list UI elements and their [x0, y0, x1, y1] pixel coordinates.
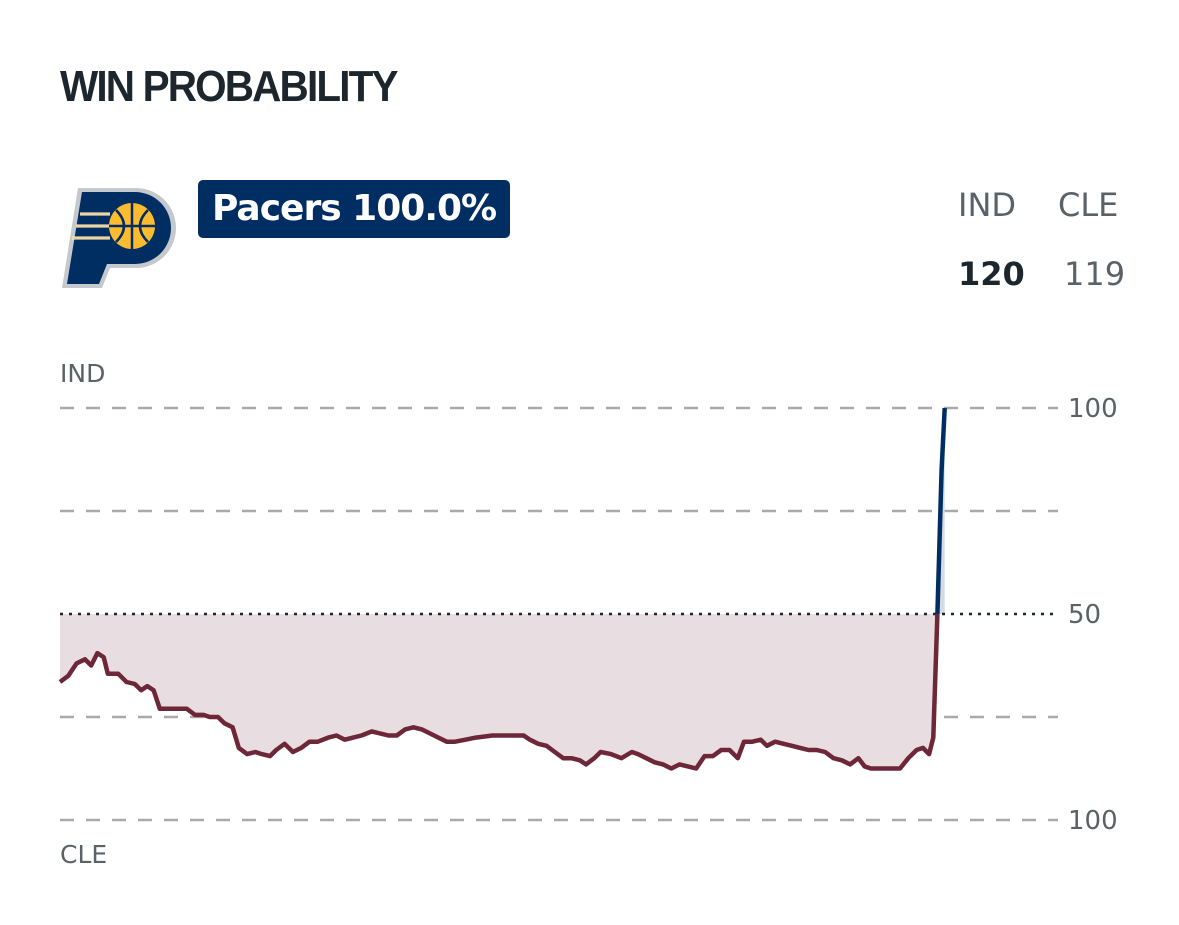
win-probability-badge: Pacers 100.0%: [198, 180, 511, 238]
away-team-abbr: CLE: [1058, 186, 1119, 224]
pacers-logo-icon: [62, 188, 176, 288]
top-team-label: IND: [60, 359, 105, 388]
y-tick-label: 50: [1068, 600, 1101, 630]
win-probability-chart: IND CLE 100 50 100: [58, 359, 1118, 869]
home-score: 120: [958, 255, 1025, 293]
home-probability-line: [935, 407, 947, 615]
home-team-abbr: IND: [958, 186, 1017, 224]
y-tick-labels: 100 50 100: [1068, 394, 1118, 836]
bottom-team-label: CLE: [60, 840, 107, 869]
away-probability-line: [58, 613, 940, 771]
page-title: WIN PROBABILITY: [60, 62, 399, 111]
y-tick-label: 100: [1068, 394, 1118, 424]
away-area-fill: [60, 614, 938, 769]
y-tick-label: 100: [1068, 806, 1118, 836]
away-score: 119: [1064, 255, 1126, 293]
